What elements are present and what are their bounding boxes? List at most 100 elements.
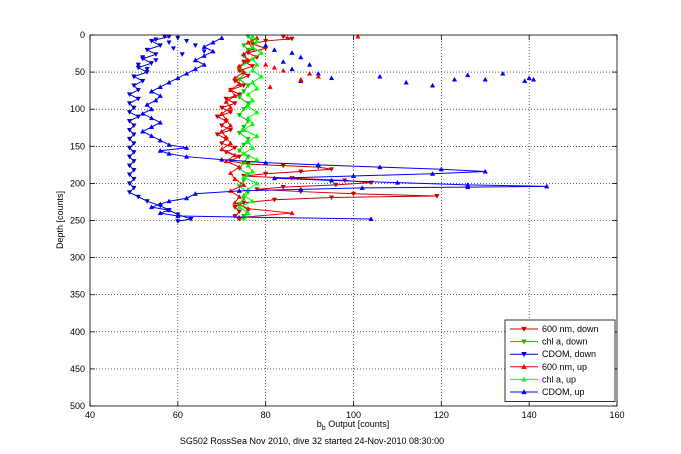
data-point-marker bbox=[232, 199, 238, 205]
data-point-marker bbox=[328, 167, 335, 173]
y-tick-label: 350 bbox=[70, 290, 85, 300]
data-point-marker bbox=[232, 101, 238, 106]
data-point-marker bbox=[298, 54, 304, 60]
data-point-marker bbox=[210, 48, 216, 54]
data-point-marker bbox=[258, 73, 264, 79]
data-point-marker bbox=[131, 132, 137, 138]
legend-entry-label: CDOM, down bbox=[542, 349, 596, 359]
data-point-marker bbox=[148, 115, 155, 121]
data-point-marker bbox=[131, 150, 137, 155]
data-point-marker bbox=[153, 97, 159, 103]
series-cdom-up bbox=[140, 35, 550, 222]
data-point-marker bbox=[241, 89, 247, 95]
data-point-marker bbox=[214, 132, 220, 138]
data-point-marker bbox=[126, 163, 133, 169]
data-point-marker bbox=[280, 67, 286, 73]
data-point-marker bbox=[192, 43, 199, 49]
data-point-marker bbox=[245, 91, 251, 97]
data-point-marker bbox=[188, 217, 194, 222]
data-point-marker bbox=[135, 62, 141, 68]
data-point-marker bbox=[236, 130, 242, 136]
data-point-marker bbox=[135, 96, 141, 102]
data-point-marker bbox=[289, 50, 295, 55]
data-point-marker bbox=[153, 37, 159, 43]
data-point-marker bbox=[126, 127, 133, 133]
data-point-marker bbox=[131, 159, 137, 164]
series-points bbox=[263, 33, 361, 89]
data-point-marker bbox=[429, 171, 436, 176]
data-point-marker bbox=[135, 114, 141, 120]
data-point-marker bbox=[232, 93, 238, 98]
data-point-marker bbox=[227, 122, 234, 128]
data-point-marker bbox=[254, 133, 260, 138]
data-point-marker bbox=[254, 156, 260, 162]
data-point-marker bbox=[131, 83, 137, 89]
data-point-marker bbox=[157, 84, 163, 89]
data-point-marker bbox=[249, 79, 256, 85]
data-point-marker bbox=[227, 110, 234, 115]
data-point-marker bbox=[179, 52, 185, 58]
data-point-marker bbox=[131, 105, 137, 111]
x-tick-label: 120 bbox=[434, 410, 449, 420]
y-tick-label: 500 bbox=[70, 401, 85, 411]
data-point-marker bbox=[236, 194, 242, 199]
data-point-marker bbox=[140, 78, 146, 84]
data-point-marker bbox=[232, 205, 238, 210]
data-point-marker bbox=[271, 64, 278, 70]
data-point-marker bbox=[183, 195, 190, 201]
data-point-marker bbox=[210, 39, 216, 45]
data-point-marker bbox=[355, 33, 361, 39]
data-point-marker bbox=[126, 136, 133, 142]
y-tick-label: 200 bbox=[70, 178, 85, 188]
data-point-marker bbox=[500, 70, 506, 76]
data-point-marker bbox=[359, 185, 365, 190]
data-point-marker bbox=[241, 43, 247, 49]
series-points bbox=[135, 34, 207, 72]
data-point-marker bbox=[526, 75, 532, 81]
data-point-marker bbox=[241, 51, 247, 57]
data-point-marker bbox=[183, 145, 190, 150]
data-point-marker bbox=[219, 123, 225, 129]
data-point-marker bbox=[192, 66, 199, 72]
data-point-marker bbox=[232, 176, 238, 181]
data-point-marker bbox=[183, 38, 190, 44]
data-point-marker bbox=[241, 174, 247, 180]
data-point-marker bbox=[144, 67, 150, 72]
data-point-marker bbox=[126, 154, 133, 160]
data-point-marker bbox=[214, 114, 220, 120]
legend: 600 nm, down chl a, down CDOM, down 600 nm,… bbox=[504, 319, 616, 402]
data-point-marker bbox=[245, 139, 251, 144]
series-600-nm-up bbox=[219, 35, 295, 220]
data-point-marker bbox=[126, 190, 133, 196]
y-tick-label: 150 bbox=[70, 141, 85, 151]
data-point-marker bbox=[219, 105, 225, 111]
data-point-marker bbox=[148, 88, 155, 94]
data-point-marker bbox=[350, 191, 357, 197]
data-point-marker bbox=[236, 113, 242, 118]
data-point-marker bbox=[236, 164, 242, 170]
data-point-marker bbox=[166, 79, 172, 85]
data-point-marker bbox=[153, 58, 159, 63]
data-point-marker bbox=[223, 96, 229, 102]
data-point-marker bbox=[148, 61, 155, 66]
data-point-marker bbox=[148, 124, 155, 130]
data-point-marker bbox=[236, 209, 242, 215]
data-point-marker bbox=[254, 61, 260, 67]
data-point-marker bbox=[289, 36, 295, 42]
legend-marker-swatch bbox=[521, 376, 527, 382]
x-tick-label: 160 bbox=[609, 410, 624, 420]
legend-marker-swatch bbox=[521, 326, 527, 332]
data-point-marker bbox=[482, 168, 488, 174]
x-tick-label: 60 bbox=[173, 410, 183, 420]
data-point-marker bbox=[144, 199, 150, 204]
data-point-marker bbox=[249, 121, 256, 127]
data-point-marker bbox=[315, 162, 321, 167]
data-point-marker bbox=[201, 44, 207, 49]
data-point-marker bbox=[254, 187, 260, 193]
data-point-marker bbox=[249, 198, 256, 204]
data-point-marker bbox=[249, 64, 256, 69]
data-point-marker bbox=[157, 43, 163, 49]
data-point-marker bbox=[157, 137, 163, 143]
data-point-marker bbox=[166, 207, 172, 213]
